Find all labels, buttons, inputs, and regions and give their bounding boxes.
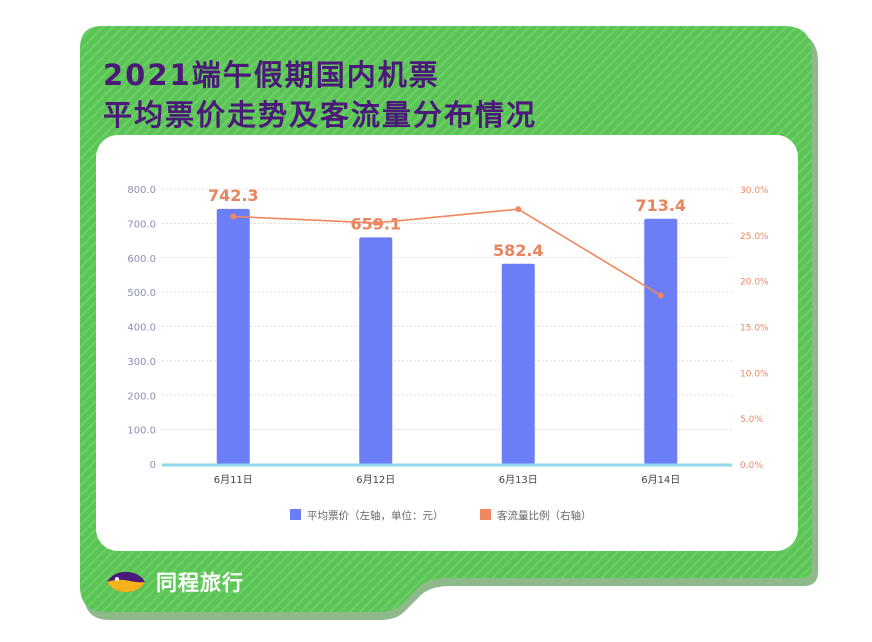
y-left-tick-label: 100.0	[127, 426, 156, 437]
line-path	[233, 208, 662, 297]
x-axis-label: 6月12日	[356, 474, 395, 486]
brand-name: 同程旅行	[156, 571, 244, 595]
y-right-tick-label: 25.0%	[740, 232, 769, 242]
y-right-tick-label: 5.0%	[740, 415, 763, 425]
y-left-tick-label: 400.0	[127, 323, 156, 334]
bar	[359, 237, 393, 464]
bar-series	[216, 208, 678, 464]
brand: 同程旅行	[104, 566, 244, 598]
bar-data-label: 582.4	[493, 241, 544, 260]
y-right-tick-label: 30.0%	[740, 186, 769, 196]
line-point	[515, 206, 522, 213]
legend-swatch-line	[480, 509, 491, 520]
line-point	[372, 219, 379, 226]
bar-data-label: 713.4	[635, 196, 686, 215]
y-axis-left-ticks: 0 100.0 200.0 300.0 400.0 500.0 600.0 700.0 800.…	[127, 185, 156, 471]
chart-title-line1: 2021端午假期国内机票	[103, 58, 440, 92]
y-left-tick-label: 300.0	[127, 357, 156, 368]
legend-label-bar: 平均票价（左轴，单位：元）	[307, 509, 444, 522]
y-right-tick-label: 15.0%	[740, 324, 769, 334]
y-axis-right-ticks: 0.0% 5.0% 10.0% 15.0% 20.0% 25.0% 30.0%	[740, 186, 769, 471]
y-left-tick-label: 600.0	[127, 254, 156, 265]
line-point	[230, 213, 237, 220]
y-left-tick-label: 0	[150, 460, 156, 471]
bar	[501, 263, 535, 464]
x-axis-label: 6月14日	[641, 474, 680, 486]
y-right-tick-label: 10.0%	[740, 369, 769, 379]
y-right-tick-label: 0.0%	[740, 461, 763, 471]
y-right-tick-label: 20.0%	[740, 278, 769, 288]
bar	[644, 218, 678, 464]
bar-data-label: 742.3	[208, 186, 259, 205]
fish-logo-icon	[107, 571, 145, 593]
x-axis-labels: 6月11日 6月12日 6月13日 6月14日	[214, 474, 681, 486]
y-left-tick-label: 700.0	[127, 219, 156, 230]
legend: 平均票价（左轴，单位：元） 客流量比例（右轴）	[290, 509, 592, 522]
x-axis-label: 6月11日	[214, 474, 253, 486]
legend-swatch-bar	[290, 509, 301, 520]
chart-panel	[96, 135, 798, 551]
bar	[216, 208, 250, 464]
gridlines	[162, 188, 732, 431]
chart-title-line2: 平均票价走势及客流量分布情况	[103, 98, 538, 132]
y-left-tick-label: 500.0	[127, 288, 156, 299]
y-left-tick-label: 800.0	[127, 185, 156, 196]
x-axis-label: 6月13日	[499, 474, 538, 486]
line-point	[657, 292, 664, 299]
line-series	[230, 206, 664, 299]
legend-label-line: 客流量比例（右轴）	[497, 509, 592, 522]
y-left-tick-label: 200.0	[127, 391, 156, 402]
